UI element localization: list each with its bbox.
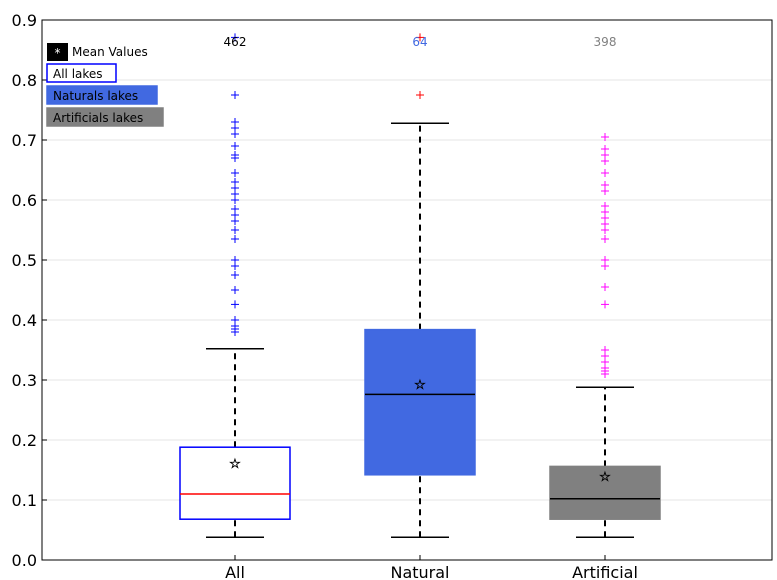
outlier-point [231,151,239,159]
iqr-box [549,465,661,520]
outlier-point [601,346,609,354]
y-tick-label: 0.2 [12,431,37,450]
count-label: 462 [224,35,247,49]
outlier-point [231,142,239,150]
y-tick-label: 0.4 [12,311,37,330]
plot-frame [41,19,773,561]
y-tick-label: 0.0 [12,551,37,570]
y-tick-label: 0.8 [12,71,37,90]
count-labels: 462 64 398 [224,35,617,49]
legend-label: All lakes [53,67,103,81]
legend-swatch [46,107,164,127]
outlier-point [231,118,239,126]
legend-item-3: Artificials lakes [46,107,164,127]
outlier-point [416,33,424,42]
legend-swatch [46,63,117,83]
count-label: 398 [594,35,617,49]
outlier-point [416,91,424,99]
outlier-point [601,256,609,264]
legend: * Mean Values All lakes Naturals lakes Artif… [46,43,164,127]
outlier-point [601,145,609,153]
x-tick-label: Artificial [572,563,638,580]
x-tick-label: Natural [390,563,449,580]
box-natural: ☆ [364,33,476,538]
legend-item-mean: * Mean Values [47,43,148,61]
iqr-box [364,328,476,476]
outlier-point [601,133,609,141]
x-tick-label: All [225,563,245,580]
legend-swatch [47,43,68,61]
outlier-point [231,316,239,324]
outlier-point [231,286,239,294]
y-axis: 0.0 0.1 0.2 0.3 0.4 0.5 0.6 0.7 0.8 0.9 [12,11,47,570]
legend-marker: * [55,46,61,60]
box-series-layer: ☆ ☆ ☆ [179,33,661,538]
y-tick-label: 0.5 [12,251,37,270]
mean-marker: ☆ [229,457,241,472]
outlier-point [231,33,239,42]
y-tick-label: 0.9 [12,11,37,30]
outlier-point [231,300,239,309]
outlier-point [601,300,609,309]
y-tick-label: 0.6 [12,191,37,210]
mean-marker: ☆ [414,378,426,393]
outlier-point [231,178,239,186]
outlier-point [231,91,239,99]
legend-swatch [46,85,158,105]
legend-label: Artificials lakes [53,111,143,125]
y-tick-label: 0.7 [12,131,37,150]
legend-item-1: All lakes [46,63,117,83]
mean-marker: ☆ [599,470,611,485]
outlier-point [601,283,609,291]
outlier-point [231,271,239,279]
box-artificial: ☆ [549,133,661,538]
outlier-point [231,256,239,264]
y-tick-label: 0.1 [12,491,37,510]
outlier-point [601,202,609,210]
outlier-point [601,169,609,177]
outlier-point [601,181,609,189]
box-all: ☆ [179,33,291,538]
outlier-point [601,235,609,243]
outlier-point [231,205,239,213]
legend-item-2: Naturals lakes [46,85,158,105]
outlier-point [231,169,239,177]
iqr-box [179,446,291,520]
count-label: 64 [412,35,427,49]
y-tick-label: 0.3 [12,371,37,390]
x-axis: All Natural Artificial [225,555,638,580]
legend-label: Naturals lakes [53,89,138,103]
outlier-point [231,226,239,234]
legend-label: Mean Values [72,45,148,59]
outlier-point [231,235,239,243]
